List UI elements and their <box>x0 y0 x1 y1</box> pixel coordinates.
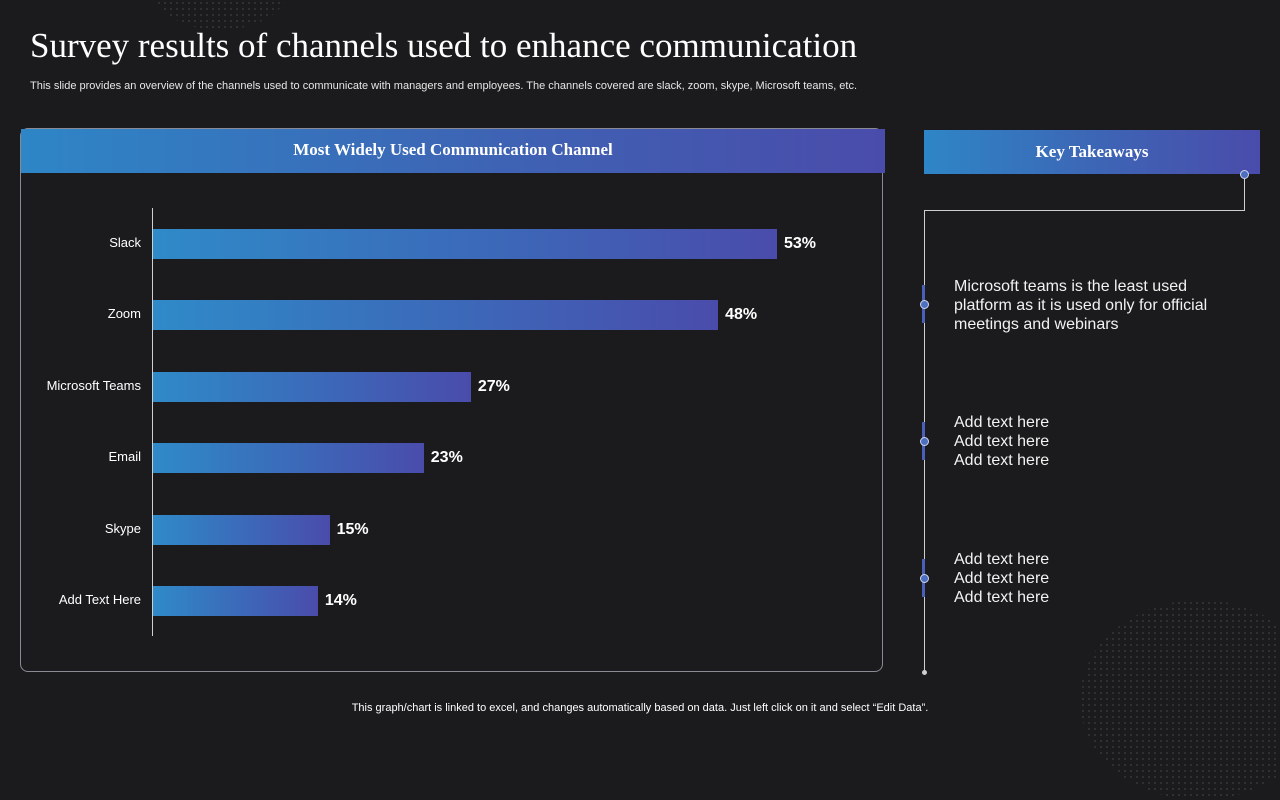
value-label-add-text-here: 14% <box>324 592 357 609</box>
category-label-skype: Skype <box>104 520 141 536</box>
takeaway-3-line-2: Add text here <box>954 570 1050 587</box>
takeaway-1-line-2: platform as it is used only for official <box>954 297 1208 314</box>
value-label-email: 23% <box>430 449 463 467</box>
value-label-skype: 15% <box>336 520 369 538</box>
category-label-zoom: Zoom <box>107 306 141 322</box>
page-title: Survey results of channels used to enhan… <box>30 26 858 65</box>
takeaway-3-line-3: Add text here <box>954 589 1050 606</box>
timeline-node-1 <box>920 300 929 309</box>
category-label-microsoft-teams: Microsoft Teams <box>46 377 141 393</box>
chart-title: Most Widely Used Communication Channel <box>21 129 885 173</box>
key-takeaways-header: Key Takeaways <box>924 130 1260 174</box>
connector-top-node <box>1240 170 1249 179</box>
value-label-zoom: 48% <box>725 306 758 324</box>
decorative-dots-bottom-right <box>1080 600 1280 800</box>
footer-note: This graph/chart is linked to excel, and… <box>351 702 929 714</box>
timeline-node-3 <box>920 574 929 583</box>
timeline-node-2 <box>920 437 929 446</box>
value-label-microsoft-teams: 27% <box>477 377 510 395</box>
takeaway-item-3: Add text here Add text here Add text her… <box>954 550 1254 607</box>
category-label-add-text-here: Add Text Here <box>58 592 141 607</box>
bar-slack[interactable] <box>153 229 777 259</box>
bar-email[interactable] <box>153 443 424 474</box>
timeline-end-dot <box>922 670 927 675</box>
bar-add-text-here[interactable] <box>153 586 318 616</box>
bar-skype[interactable] <box>153 514 330 545</box>
takeaway-item-2: Add text here Add text here Add text her… <box>954 413 1254 470</box>
takeaway-3-line-1: Add text here <box>954 551 1050 568</box>
category-label-email: Email <box>108 449 141 465</box>
takeaway-1-line-3: meetings and webinars <box>954 316 1119 333</box>
bar-zoom[interactable] <box>153 300 719 331</box>
connector-vertical-right <box>1244 174 1245 210</box>
takeaway-2-line-2: Add text here <box>954 433 1050 450</box>
category-label-slack: Slack <box>109 235 141 250</box>
takeaway-item-1: Microsoft teams is the least used platfo… <box>954 277 1254 334</box>
page-subtitle: This slide provides an overview of the c… <box>30 80 858 92</box>
chart-panel[interactable] <box>20 128 883 672</box>
bar-microsoft-teams[interactable] <box>153 371 471 402</box>
takeaway-2-line-3: Add text here <box>954 452 1050 469</box>
y-axis-line <box>152 208 153 636</box>
takeaway-2-line-1: Add text here <box>954 414 1050 431</box>
value-label-slack: 53% <box>784 235 817 252</box>
connector-horizontal <box>924 210 1245 211</box>
takeaway-1-line-1: Microsoft teams is the least used <box>954 278 1187 295</box>
